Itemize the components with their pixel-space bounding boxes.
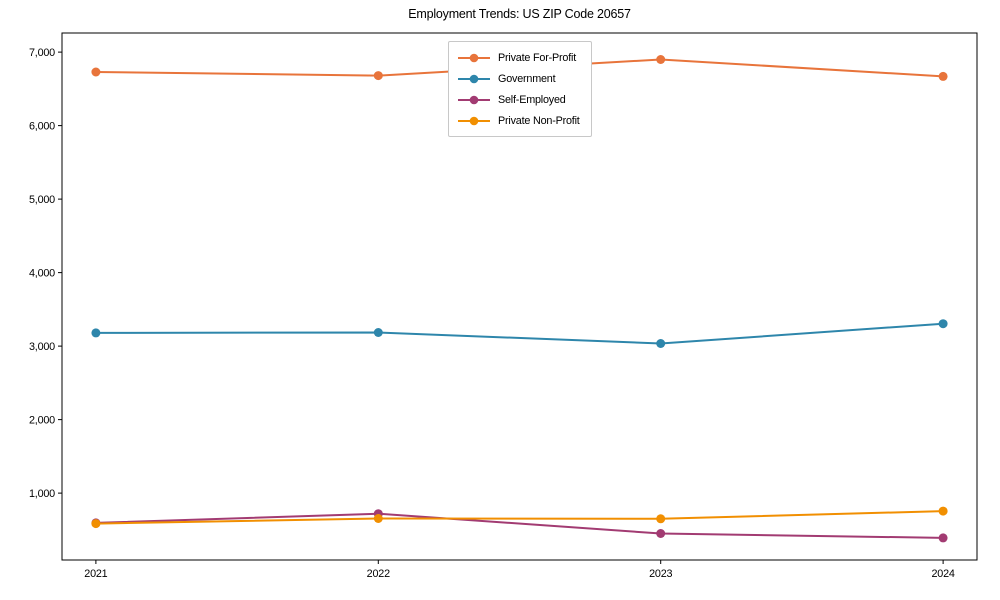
legend-item: Government bbox=[457, 68, 580, 89]
y-tick-label: 3,000 bbox=[29, 341, 55, 353]
data-point bbox=[656, 339, 666, 348]
series-private-non-profit bbox=[91, 506, 948, 529]
legend-label: Self-Employed bbox=[498, 93, 566, 106]
y-tick-label: 5,000 bbox=[29, 194, 55, 206]
series-line bbox=[94, 510, 945, 525]
data-point bbox=[656, 514, 666, 524]
legend-marker bbox=[458, 95, 490, 104]
x-tick-label: 2024 bbox=[931, 568, 954, 580]
legend-marker-dot bbox=[469, 53, 479, 62]
y-tick-label: 1,000 bbox=[29, 488, 55, 500]
y-tick-label: 4,000 bbox=[29, 267, 55, 279]
data-point bbox=[373, 328, 383, 337]
data-point bbox=[938, 533, 948, 543]
series-line bbox=[94, 322, 945, 345]
data-point bbox=[938, 506, 948, 516]
data-point bbox=[373, 71, 383, 81]
legend-marker-dot bbox=[469, 74, 479, 83]
series-line bbox=[94, 512, 945, 539]
data-point bbox=[938, 71, 948, 81]
y-tick-label: 2,000 bbox=[29, 414, 55, 426]
legend-marker-dot bbox=[469, 116, 479, 125]
legend: Private For-Profit Government Self-Employe… bbox=[448, 41, 592, 137]
legend-marker bbox=[458, 53, 490, 62]
data-point bbox=[938, 319, 948, 329]
y-tick-label: 7,000 bbox=[29, 47, 55, 59]
legend-item: Private For-Profit bbox=[457, 47, 580, 68]
data-point bbox=[373, 514, 383, 523]
legend-marker-dot bbox=[469, 95, 479, 104]
x-tick-label: 2023 bbox=[649, 568, 672, 580]
data-point bbox=[91, 328, 101, 338]
legend-item: Private Non-Profit bbox=[457, 110, 580, 131]
data-point bbox=[656, 55, 666, 64]
legend-marker bbox=[458, 116, 490, 125]
data-point bbox=[91, 519, 101, 529]
plot-border bbox=[61, 32, 978, 561]
legend-label: Government bbox=[498, 72, 556, 85]
legend-label: Private For-Profit bbox=[498, 51, 576, 64]
data-point bbox=[656, 529, 666, 538]
legend-marker bbox=[458, 74, 490, 83]
legend-item: Self-Employed bbox=[457, 89, 580, 110]
x-tick-label: 2022 bbox=[367, 568, 390, 580]
chart-title: Employment Trends: US ZIP Code 20657 bbox=[408, 7, 631, 21]
legend-label: Private Non-Profit bbox=[498, 114, 580, 127]
x-tick-label: 2021 bbox=[84, 568, 107, 580]
series-government bbox=[91, 319, 948, 348]
data-point bbox=[91, 67, 101, 77]
y-tick-label: 6,000 bbox=[29, 120, 55, 132]
